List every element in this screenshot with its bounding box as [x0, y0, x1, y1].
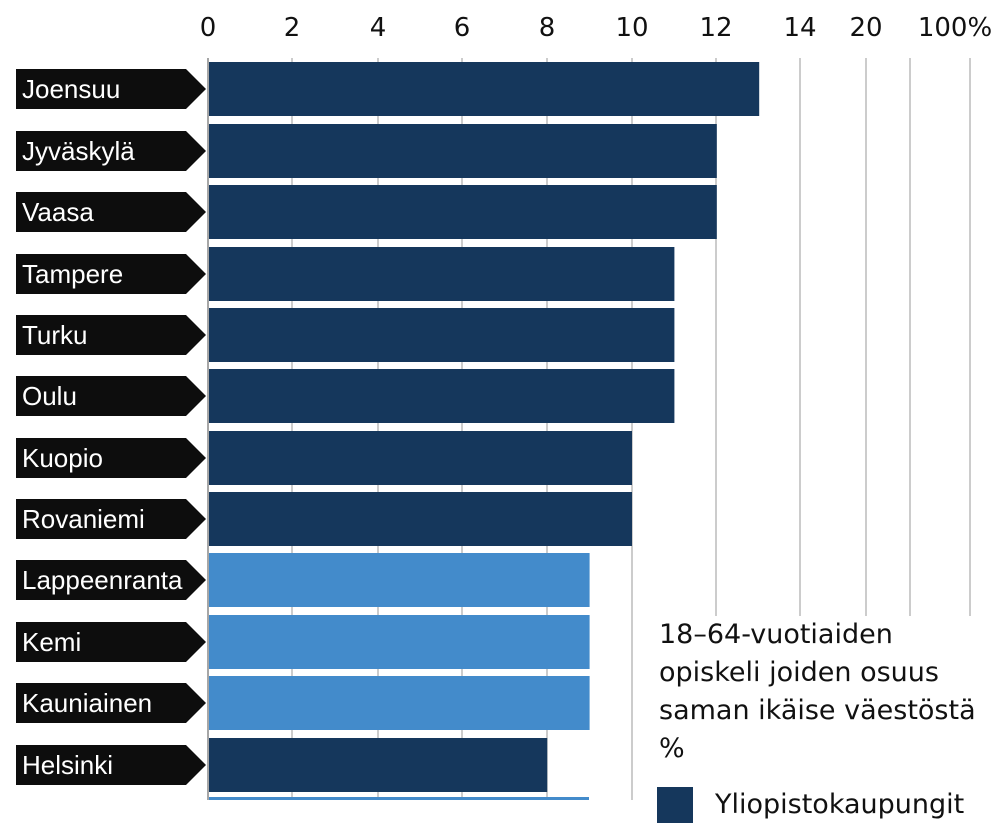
category-label-bg [16, 131, 206, 171]
bar [209, 615, 590, 669]
category-label: Kemi [22, 627, 81, 657]
bar [209, 124, 717, 178]
bar [209, 62, 760, 116]
category-label: Joensuu [22, 74, 120, 104]
bar-chart: 0 2 4 6 8 10 12 14 20 100% Joensuu Jyväskylä Vaasa T… [16, 13, 992, 800]
x-tick-label: 4 [370, 13, 387, 43]
category-label: Kuopio [22, 443, 103, 473]
category-label-bg [16, 622, 206, 662]
x-tick-label: 8 [539, 13, 556, 43]
x-tick-label: 100% [918, 13, 992, 43]
bar [209, 185, 717, 239]
category-labels: Joensuu Jyväskylä Vaasa Tampere Turku Oulu Kuo… [16, 69, 206, 785]
legend-title: 18–64-vuotiaiden opiskeli joiden osuus s… [659, 619, 976, 764]
bar [209, 676, 590, 730]
bar [209, 247, 675, 301]
x-tick-label: 20 [849, 13, 882, 43]
bar-partial [209, 797, 589, 800]
x-tick-label: 2 [284, 13, 301, 43]
bar [209, 431, 632, 485]
bar [209, 308, 675, 362]
legend-label: Yliopistokaupungit [715, 789, 965, 820]
category-label-bg [16, 438, 206, 478]
x-tick-label: 14 [783, 13, 816, 43]
bar [209, 553, 590, 607]
category-label: Rovaniemi [22, 504, 145, 534]
category-label: Tampere [22, 259, 123, 289]
x-axis-ticks: 0 2 4 6 8 10 12 14 20 100% [200, 13, 992, 43]
category-label-bg [16, 499, 206, 539]
category-label: Helsinki [22, 750, 113, 780]
category-label: Kauniainen [22, 688, 152, 718]
category-label-bg [16, 254, 206, 294]
bars [209, 62, 760, 800]
category-label: Vaasa [22, 197, 94, 227]
category-label-bg [16, 560, 206, 600]
bar [209, 738, 548, 792]
legend-swatch [657, 787, 693, 823]
category-label: Lappeenranta [22, 565, 183, 595]
bar [209, 492, 632, 546]
bar [209, 369, 675, 423]
category-label-bg [16, 745, 206, 785]
category-label-bg [16, 315, 206, 355]
x-tick-label: 12 [699, 13, 732, 43]
x-tick-label: 0 [200, 13, 217, 43]
category-label-bg [16, 376, 206, 416]
x-tick-label: 10 [615, 13, 648, 43]
category-label: Oulu [22, 381, 77, 411]
category-label: Turku [22, 320, 88, 350]
x-tick-label: 6 [454, 13, 471, 43]
category-label-bg [16, 69, 206, 109]
category-label-bg [16, 192, 206, 232]
legend: 18–64-vuotiaiden opiskeli joiden osuus s… [657, 616, 995, 824]
category-label: Jyväskylä [22, 136, 135, 166]
legend-item-university-cities: Yliopistokaupungit [657, 786, 995, 824]
category-label-bg [16, 683, 206, 723]
